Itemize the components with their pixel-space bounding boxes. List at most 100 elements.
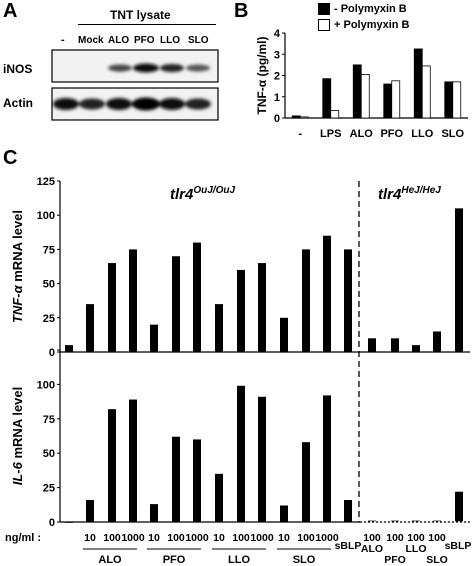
group-label: ALO xyxy=(98,554,122,566)
b-bar-plus xyxy=(330,110,340,119)
genotype-right-label: tlr4HeJ/HeJ xyxy=(378,185,441,203)
b-bar-plus xyxy=(299,116,309,119)
group-label: PFO xyxy=(163,554,186,566)
b-bar-minus xyxy=(322,78,332,119)
b-bar-minus xyxy=(352,64,362,119)
c-y-tick-label: 0 xyxy=(49,517,55,529)
tnt-lysate-header: TNT lysate xyxy=(110,8,171,22)
c-bar xyxy=(391,338,399,352)
c-bar xyxy=(150,504,158,522)
b-bar-plus xyxy=(360,74,370,119)
group-label-right: PFO xyxy=(384,554,406,566)
dose-label: 100 xyxy=(103,532,121,544)
c-y-tick-label: 75 xyxy=(43,244,55,256)
legend-minus-polymyxin: - Polymyxin B xyxy=(318,3,407,16)
lane-label-2: ALO xyxy=(108,35,130,46)
c-y-axis-gene: IL-6 xyxy=(10,461,25,485)
actin-band-3 xyxy=(106,98,132,110)
dose-label: 10 xyxy=(148,532,160,544)
b-category-label: PFO xyxy=(380,128,403,140)
c-bar xyxy=(280,317,288,352)
group-label: SLO xyxy=(293,554,316,566)
dose-label: 10 xyxy=(278,532,290,544)
c-bar xyxy=(129,399,137,522)
dose-label: 1000 xyxy=(315,532,339,544)
c-bar xyxy=(108,263,116,352)
c-y-axis-rest: mRNA level xyxy=(10,387,25,462)
c-bar xyxy=(302,442,310,522)
dose-label: 1000 xyxy=(250,532,274,544)
c-y-tick-label: 100 xyxy=(37,210,55,222)
c-bar xyxy=(302,249,310,352)
c-bar xyxy=(412,345,420,352)
group-label-right: ALO xyxy=(361,543,383,555)
actin-band-5 xyxy=(159,98,185,110)
c-y-tick-label: 0 xyxy=(49,347,55,359)
b-category-label: ALO xyxy=(350,128,374,140)
dose-label: 1000 xyxy=(121,532,145,544)
c-bar xyxy=(193,242,201,352)
dose-label: 10 xyxy=(84,532,96,544)
genotype-right-sup: HeJ/HeJ xyxy=(401,185,441,196)
c-bar xyxy=(323,395,331,522)
c-bar xyxy=(193,439,201,522)
b-y-tick-label: 2 xyxy=(274,71,280,83)
c-bar xyxy=(344,249,352,352)
lysate-bracket-line xyxy=(78,24,216,25)
actin-band-4 xyxy=(132,97,160,111)
legend-swatch-white xyxy=(318,19,330,32)
group-label: LLO xyxy=(228,554,250,566)
b-y-tick-label: 0 xyxy=(274,113,280,125)
c-y-axis-rest: mRNA level xyxy=(10,210,25,285)
c-bar xyxy=(172,256,180,352)
c-bar xyxy=(129,249,137,352)
c-bar xyxy=(323,235,331,352)
panel-a-letter: A xyxy=(3,0,18,22)
c-bar xyxy=(433,520,441,522)
c-bar xyxy=(368,338,376,352)
c-y-tick-label: 100 xyxy=(37,379,55,391)
b-category-label: - xyxy=(298,128,302,140)
b-bar-minus xyxy=(291,115,301,119)
dose-label: 1000 xyxy=(185,532,209,544)
c-bar xyxy=(108,409,116,522)
dose-label-right: 100 xyxy=(407,532,425,544)
actin-band-1 xyxy=(53,98,79,110)
dose-label: 100 xyxy=(297,532,315,544)
c-bar xyxy=(433,331,441,352)
dose-label-right: 100 xyxy=(386,532,404,544)
b-category-label: LLO xyxy=(411,128,433,140)
b-bar-plus xyxy=(421,65,431,119)
lane-label-4: LLO xyxy=(160,35,180,46)
c-bar xyxy=(150,324,158,352)
c-y-tick-label: 25 xyxy=(43,313,55,325)
b-bar-plus xyxy=(452,81,462,119)
c-bar xyxy=(237,385,245,522)
b-bar-minus xyxy=(413,48,423,119)
c-bar xyxy=(258,263,266,352)
dose-label: 100 xyxy=(232,532,250,544)
c-y-tick-label: 50 xyxy=(43,448,55,460)
c-y-axis-label: IL-6 mRNA level xyxy=(10,387,25,486)
dose-label: 100 xyxy=(167,532,185,544)
genotype-left-label: tlr4OuJ/OuJ xyxy=(170,185,235,203)
c-bar xyxy=(215,304,223,352)
dose-label-right: 100 xyxy=(428,532,446,544)
b-bar-minus xyxy=(444,81,454,119)
group-label-right: LLO xyxy=(406,543,427,555)
c-bar xyxy=(215,473,223,522)
sblp-label-right: sBLP xyxy=(445,540,472,552)
legend-plus-polymyxin: + Polymyxin B xyxy=(318,19,410,32)
lane-label-0: - xyxy=(61,34,65,46)
b-y-axis-label: TNF-α (pg/ml) xyxy=(255,36,269,114)
b-y-tick-label: 1 xyxy=(274,92,280,104)
c-y-tick-label: 50 xyxy=(43,279,55,291)
legend-text-minus: - Polymyxin B xyxy=(334,3,407,15)
c-y-tick-label: 75 xyxy=(43,414,55,426)
c-bar xyxy=(172,436,180,522)
b-y-tick-label: 4 xyxy=(274,28,281,40)
sblp-label-left: sBLP xyxy=(335,540,362,552)
c-y-axis-gene: TNF-α xyxy=(10,284,25,323)
inos-band-pfo xyxy=(133,63,159,73)
